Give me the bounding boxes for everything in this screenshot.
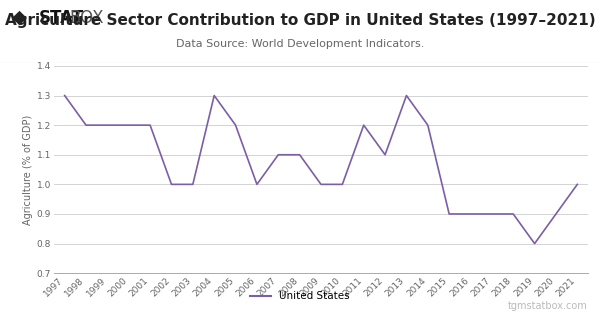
Text: tgmstatbox.com: tgmstatbox.com	[508, 301, 588, 311]
Text: BOX: BOX	[69, 8, 104, 27]
Text: Data Source: World Development Indicators.: Data Source: World Development Indicator…	[176, 39, 424, 49]
Text: Agriculture Sector Contribution to GDP in United States (1997–2021): Agriculture Sector Contribution to GDP i…	[5, 13, 595, 28]
Text: STAT: STAT	[39, 8, 84, 27]
Legend: United States: United States	[246, 287, 354, 306]
Y-axis label: Agriculture (% of GDP): Agriculture (% of GDP)	[23, 114, 32, 225]
Text: ◆: ◆	[12, 8, 27, 27]
